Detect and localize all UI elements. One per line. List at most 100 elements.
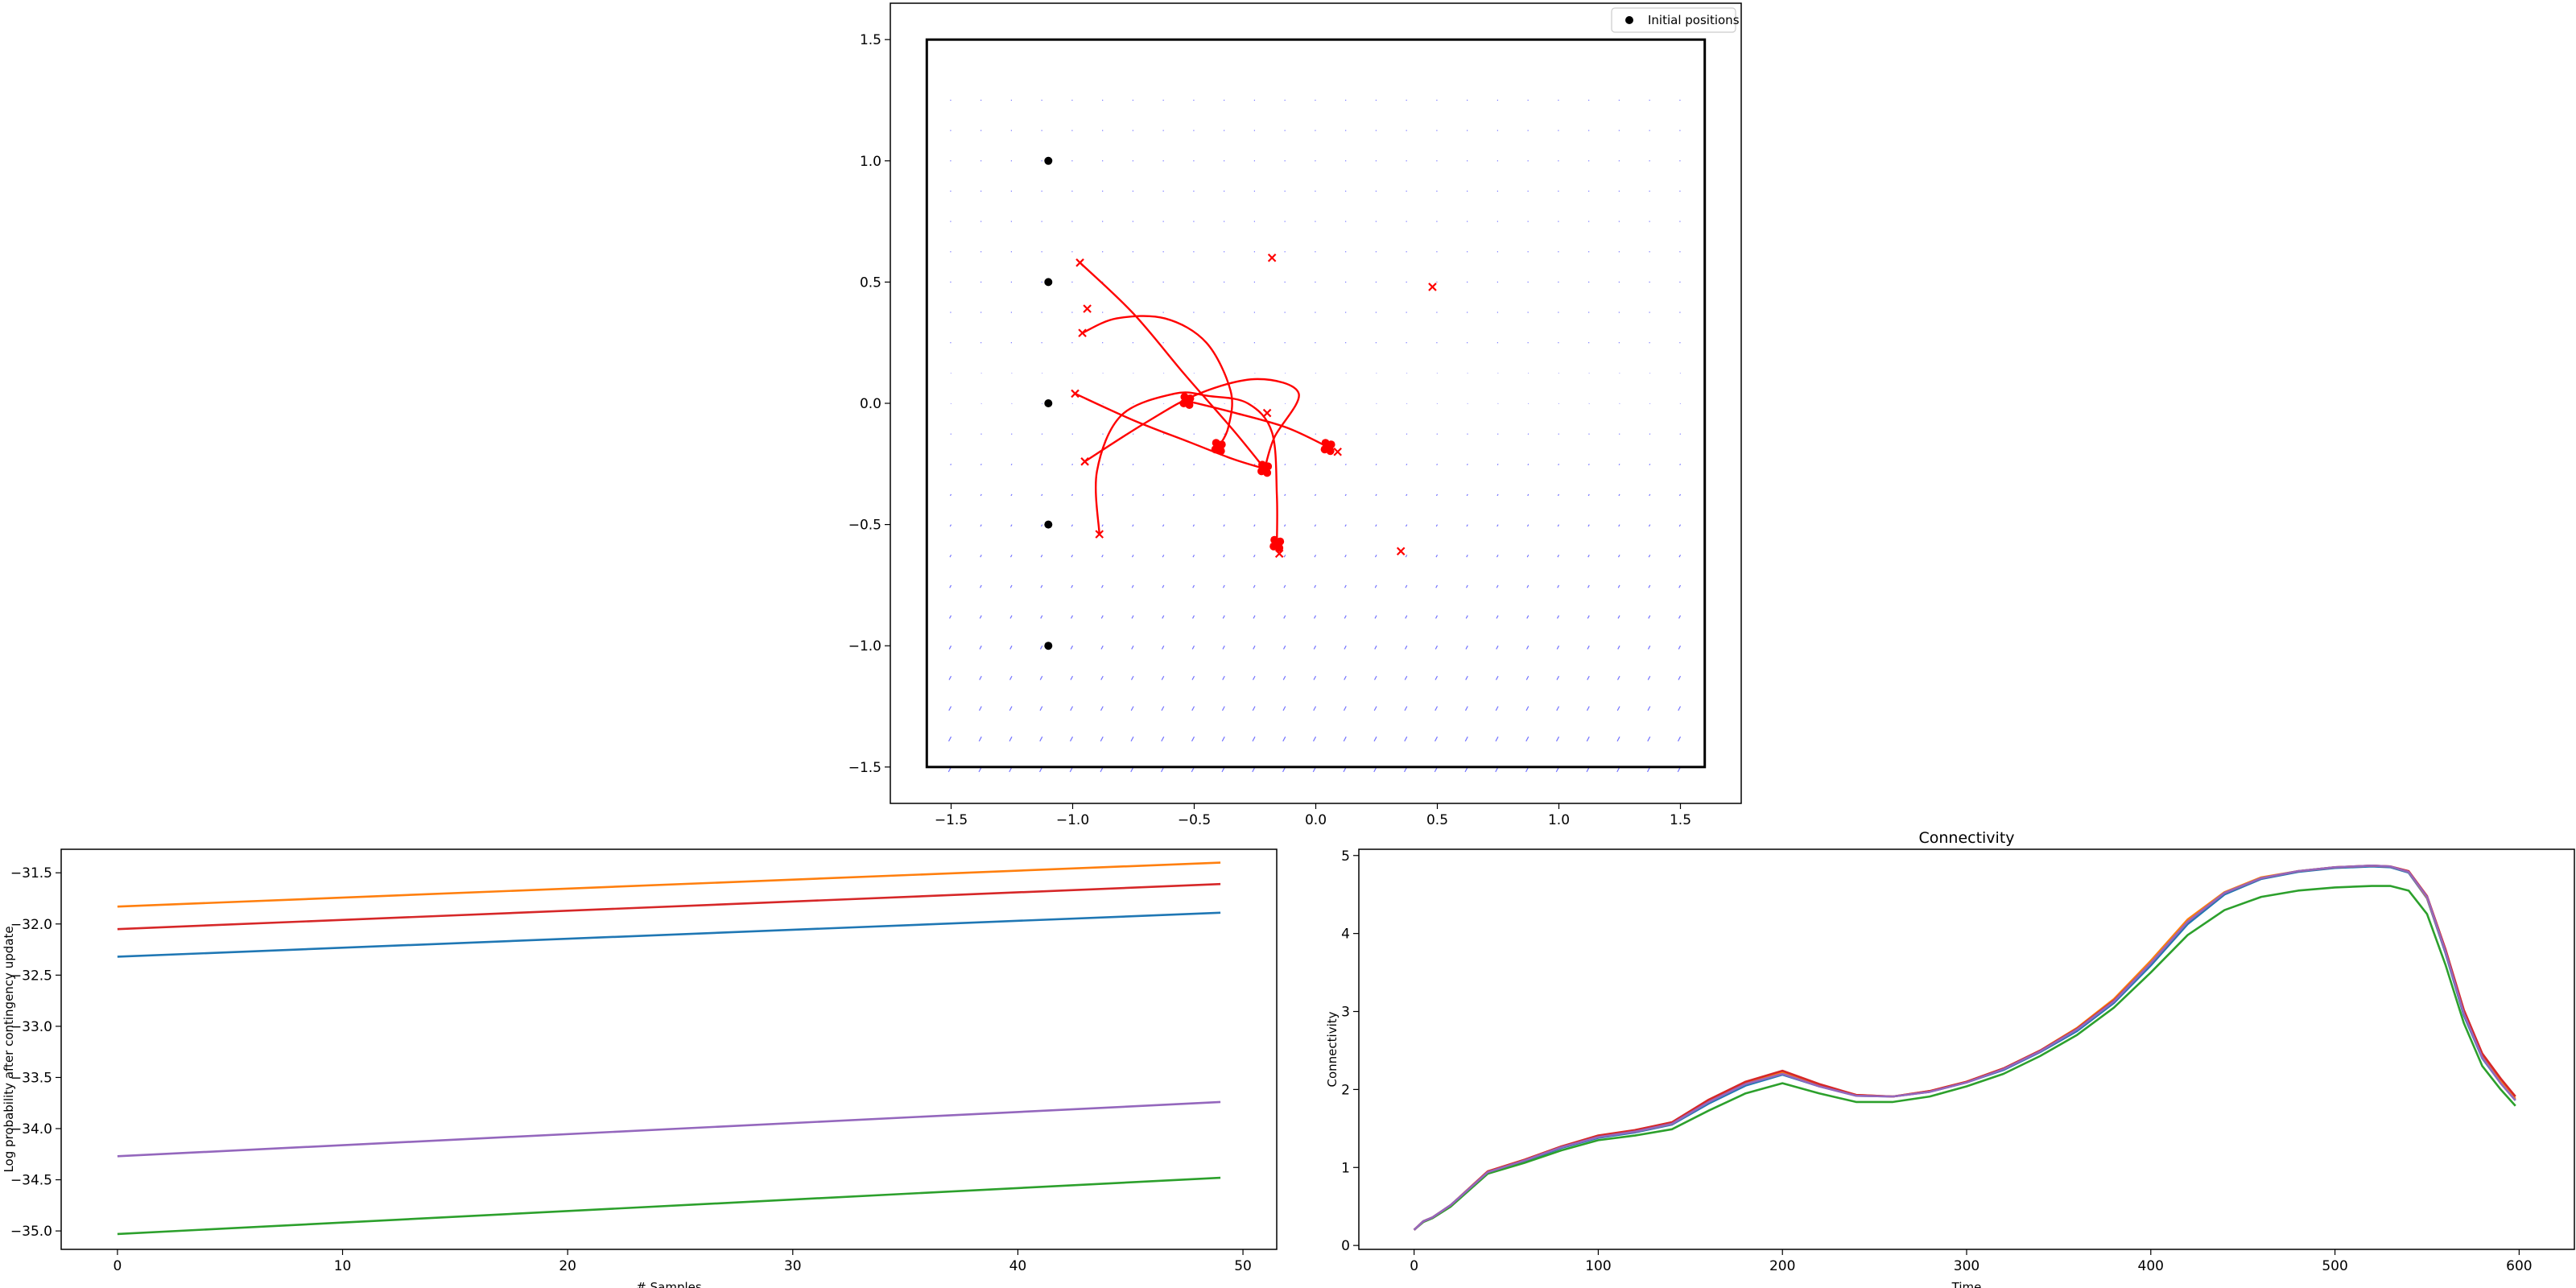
vector-arrow xyxy=(1282,675,1286,680)
trajectory-line xyxy=(1082,315,1233,448)
log-probability-plot: 0 10 20 30 40 50 −31.5 −32.0 −32.5 −33.0 −33.5 −34.… xyxy=(2,848,1278,1288)
vector-arrow xyxy=(948,706,952,711)
vector-arrow xyxy=(1647,736,1651,742)
vector-arrow xyxy=(1039,645,1043,650)
vector-arrow xyxy=(1009,675,1013,680)
vector-arrow xyxy=(979,615,982,619)
vector-arrow xyxy=(1649,433,1651,435)
legend-box xyxy=(1611,7,1736,33)
x-tick-label: 200 xyxy=(1769,1258,1795,1274)
vector-arrow xyxy=(1495,706,1499,711)
vector-arrow xyxy=(1131,645,1134,650)
vector-arrow xyxy=(1071,433,1074,435)
trajectory-endpoint xyxy=(1321,439,1330,448)
vector-arrow xyxy=(1070,706,1074,711)
initial-position-point xyxy=(1044,156,1053,165)
y-tick-label: 0.5 xyxy=(860,275,881,291)
vector-arrow xyxy=(1466,493,1468,497)
x-tick-label: 500 xyxy=(2322,1258,2347,1274)
x-axis-label: # Samples xyxy=(636,1280,702,1288)
axes-frame xyxy=(1358,848,2575,1250)
vector-arrow xyxy=(1526,584,1530,588)
vector-arrow xyxy=(1435,615,1439,619)
vector-arrow xyxy=(1404,706,1408,711)
vector-arrow xyxy=(1618,433,1620,435)
vector-arrow xyxy=(1587,554,1590,558)
vector-arrow xyxy=(1495,736,1499,742)
vector-arrow xyxy=(1616,736,1620,742)
connectivity-plot: 0 100 200 300 400 500 600 0 1 2 3 4 5 Time Connectivit… xyxy=(1325,829,2575,1288)
x-tick-label: 0.5 xyxy=(1426,812,1448,828)
vector-arrow xyxy=(980,493,982,497)
vector-arrow xyxy=(1406,433,1408,435)
trajectory-line xyxy=(1187,399,1329,448)
vector-arrow xyxy=(980,433,982,435)
vector-arrow xyxy=(1466,554,1468,558)
vector-arrow xyxy=(1191,675,1195,680)
vector-arrow xyxy=(1161,645,1165,650)
vector-arrow xyxy=(1009,615,1013,619)
vector-arrow xyxy=(1526,615,1530,619)
vector-arrow xyxy=(950,433,952,435)
legend-label: Initial positions xyxy=(1648,13,1740,27)
vector-arrow xyxy=(1679,433,1682,435)
vector-arrow xyxy=(1131,554,1134,558)
vector-arrow xyxy=(1436,433,1439,435)
vector-arrow xyxy=(1435,524,1439,527)
target-marker xyxy=(1262,408,1272,418)
vector-arrow xyxy=(1010,524,1013,527)
vector-arrow xyxy=(1586,736,1590,742)
vector-arrow xyxy=(948,645,952,650)
vector-arrow xyxy=(1192,493,1195,497)
y-tick-label: 2 xyxy=(1341,1082,1350,1098)
trajectory-endpoint xyxy=(1212,439,1220,448)
vector-arrow xyxy=(1253,524,1256,527)
vector-arrow xyxy=(1191,736,1195,742)
vector-arrow xyxy=(1617,554,1620,558)
vector-arrow xyxy=(1678,493,1682,497)
y-tick-label: 1 xyxy=(1341,1160,1350,1176)
target-marker xyxy=(1333,447,1342,456)
vector-arrow xyxy=(1587,615,1590,619)
series-line xyxy=(1413,865,2516,1231)
vector-arrow xyxy=(1496,493,1499,497)
vector-arrow xyxy=(1435,675,1439,680)
y-tick-label: −34.0 xyxy=(10,1121,52,1137)
y-tick-label: −1.0 xyxy=(848,638,881,654)
vector-arrow xyxy=(1315,433,1317,435)
y-tick-label: 5 xyxy=(1341,848,1350,865)
vector-arrow xyxy=(1647,675,1651,680)
vector-arrow xyxy=(948,615,952,619)
vector-arrow xyxy=(1648,584,1651,588)
vector-arrow xyxy=(1496,554,1499,558)
vector-arrow xyxy=(1556,615,1560,619)
vector-arrow xyxy=(1375,524,1377,527)
y-tick-label: −35.0 xyxy=(10,1224,52,1240)
vector-arrow xyxy=(1375,493,1377,497)
vector-arrow xyxy=(1252,675,1256,680)
vector-arrow xyxy=(1435,706,1439,711)
vector-arrow xyxy=(1496,645,1499,650)
vector-arrow xyxy=(1344,584,1347,588)
y-tick-label: 0 xyxy=(1341,1238,1350,1254)
vector-arrow xyxy=(1374,584,1377,588)
vector-arrow xyxy=(1556,675,1560,680)
initial-position-point xyxy=(1044,399,1053,407)
trajectory-line xyxy=(1079,262,1266,470)
vector-arrow xyxy=(1313,645,1317,650)
y-tick-label: 4 xyxy=(1341,927,1350,943)
target-marker xyxy=(1428,283,1437,291)
vector-arrow xyxy=(1222,645,1225,650)
vector-arrow xyxy=(1677,736,1682,742)
environment-boundary xyxy=(925,38,1707,769)
vector-arrow xyxy=(1525,645,1530,650)
series-line xyxy=(117,1176,1221,1236)
vector-arrow xyxy=(1071,493,1074,497)
vector-arrow xyxy=(1253,645,1256,650)
vector-arrow xyxy=(1496,615,1499,619)
x-tick-label: 100 xyxy=(1585,1258,1611,1274)
x-tick-label: 1.0 xyxy=(1548,812,1570,828)
x-tick-label: 400 xyxy=(2138,1258,2164,1274)
vector-arrow xyxy=(1373,675,1377,680)
